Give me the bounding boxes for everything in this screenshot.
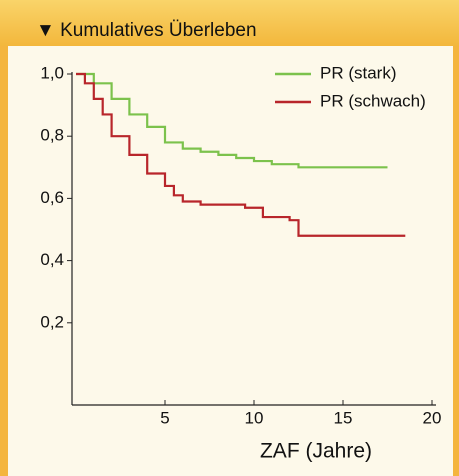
y-tick-label: 0,4 — [40, 250, 64, 269]
survival-line — [76, 72, 406, 237]
panel-header[interactable]: ▼ Kumulatives Überleben — [0, 0, 459, 46]
y-tick-label: 0,2 — [40, 312, 64, 331]
x-tick-label: 15 — [334, 408, 353, 427]
x-tick-label: 10 — [245, 408, 264, 427]
x-tick-label: 5 — [160, 408, 169, 427]
chart: 1,0 0,8 0,6 0,4 0,2 5 10 15 20 ZAF (Jahre) PR (sta… — [8, 46, 453, 476]
legend-label: PR (stark) — [320, 63, 397, 82]
plot-background — [8, 46, 453, 476]
x-axis-label: ZAF (Jahre) — [260, 440, 372, 463]
y-tick-label: 0,8 — [40, 126, 64, 145]
y-tick-label: 0,6 — [40, 188, 64, 207]
legend-label: PR (schwach) — [320, 91, 426, 110]
survival-line — [76, 72, 388, 169]
panel-title[interactable]: ▼ Kumulatives Überleben — [36, 20, 257, 41]
y-tick-label: 1,0 — [40, 63, 64, 82]
x-tick-label: 20 — [423, 408, 442, 427]
